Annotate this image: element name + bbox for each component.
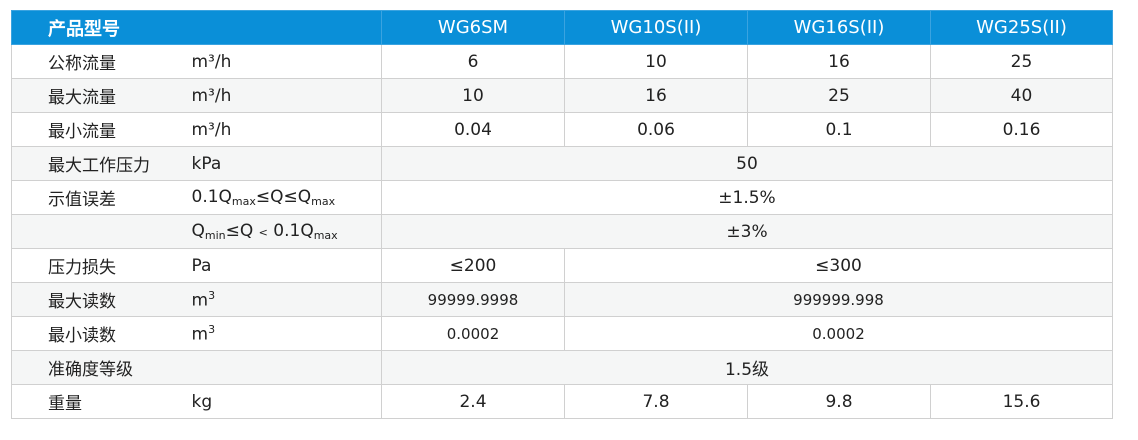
row-label: 最大读数 xyxy=(11,282,182,317)
cell: 0.0002 xyxy=(564,316,1113,351)
model-header: WG10S(II) xyxy=(564,10,748,45)
unit-part: 0.1Q xyxy=(267,221,314,241)
unit-part: Q xyxy=(191,221,205,241)
unit-part: m xyxy=(191,324,209,345)
unit-sub: max xyxy=(231,195,256,208)
cell: 0.1 xyxy=(747,112,931,147)
header-label: 产品型号 xyxy=(11,10,382,45)
unit-part: < xyxy=(258,226,268,239)
row-label xyxy=(11,214,182,249)
table-row: 最大流量 m³/h 10 16 25 40 xyxy=(11,78,1113,113)
cell: 0.04 xyxy=(381,112,565,147)
row-label: 最小读数 xyxy=(11,316,182,351)
table-row: 最小流量 m³/h 0.04 0.06 0.1 0.16 xyxy=(11,112,1113,147)
row-unit xyxy=(181,350,382,385)
cell: 10 xyxy=(381,78,565,113)
cell: 50 xyxy=(381,146,1113,181)
cell: 7.8 xyxy=(564,384,748,419)
row-unit: m3 xyxy=(181,282,382,317)
cell: 1.5级 xyxy=(381,350,1113,385)
cell: ≤300 xyxy=(564,248,1113,283)
unit-part: m xyxy=(191,290,209,311)
row-unit: 0.1Qmax≤Q≤Qmax xyxy=(181,180,382,215)
cell: 999999.998 xyxy=(564,282,1113,317)
cell: 16 xyxy=(747,44,931,79)
table-row: Qmin≤Q < 0.1Qmax ±3% xyxy=(11,214,1113,249)
row-unit: kPa xyxy=(181,146,382,181)
cell: 0.16 xyxy=(930,112,1113,147)
cell: 16 xyxy=(564,78,748,113)
table-row: 准确度等级 1.5级 xyxy=(11,350,1113,385)
unit-part: 0.1Q xyxy=(191,187,232,207)
unit-sub: max xyxy=(313,229,338,242)
row-unit: m³/h xyxy=(181,78,382,113)
cell: 25 xyxy=(747,78,931,113)
table-row: 重量 kg 2.4 7.8 9.8 15.6 xyxy=(11,384,1113,419)
row-unit: Qmin≤Q < 0.1Qmax xyxy=(181,214,382,249)
cell: ≤200 xyxy=(381,248,565,283)
cell: 15.6 xyxy=(930,384,1113,419)
table-row: 最小读数 m3 0.0002 0.0002 xyxy=(11,316,1113,351)
model-header: WG16S(II) xyxy=(747,10,931,45)
row-unit: m³/h xyxy=(181,112,382,147)
row-unit: kg xyxy=(181,384,382,419)
table-row: 最大工作压力 kPa 50 xyxy=(11,146,1113,181)
cell: 0.06 xyxy=(564,112,748,147)
model-header: WG25S(II) xyxy=(930,10,1113,45)
row-label: 最大工作压力 xyxy=(11,146,182,181)
unit-part: ≤Q xyxy=(225,221,259,241)
unit-part: ≤Q≤Q xyxy=(255,187,312,207)
row-label: 重量 xyxy=(11,384,182,419)
row-label: 最小流量 xyxy=(11,112,182,147)
unit-sub: min xyxy=(204,229,226,242)
row-label: 公称流量 xyxy=(11,44,182,79)
row-label: 最大流量 xyxy=(11,78,182,113)
table-row: 公称流量 m³/h 6 10 16 25 xyxy=(11,44,1113,79)
model-header: WG6SM xyxy=(381,10,565,45)
cell: 9.8 xyxy=(747,384,931,419)
row-unit: m3 xyxy=(181,316,382,351)
cell: 10 xyxy=(564,44,748,79)
cell: 6 xyxy=(381,44,565,79)
row-label: 示值误差 xyxy=(11,180,182,215)
unit-sub: max xyxy=(311,195,336,208)
header-row: 产品型号 WG6SM WG10S(II) WG16S(II) WG25S(II) xyxy=(11,10,1113,45)
unit-sup: 3 xyxy=(208,288,216,302)
cell: 0.0002 xyxy=(381,316,565,351)
table-row: 压力损失 Pa ≤200 ≤300 xyxy=(11,248,1113,283)
row-unit: m³/h xyxy=(181,44,382,79)
table-row: 示值误差 0.1Qmax≤Q≤Qmax ±1.5% xyxy=(11,180,1113,215)
row-unit: Pa xyxy=(181,248,382,283)
cell: ±1.5% xyxy=(381,180,1113,215)
cell: 25 xyxy=(930,44,1113,79)
cell: ±3% xyxy=(381,214,1113,249)
cell: 2.4 xyxy=(381,384,565,419)
cell: 40 xyxy=(930,78,1113,113)
row-label: 准确度等级 xyxy=(11,350,182,385)
cell: 99999.9998 xyxy=(381,282,565,317)
table-row: 最大读数 m3 99999.9998 999999.998 xyxy=(11,282,1113,317)
spec-table: 产品型号 WG6SM WG10S(II) WG16S(II) WG25S(II)… xyxy=(11,10,1113,419)
unit-sup: 3 xyxy=(208,322,216,336)
row-label: 压力损失 xyxy=(11,248,182,283)
